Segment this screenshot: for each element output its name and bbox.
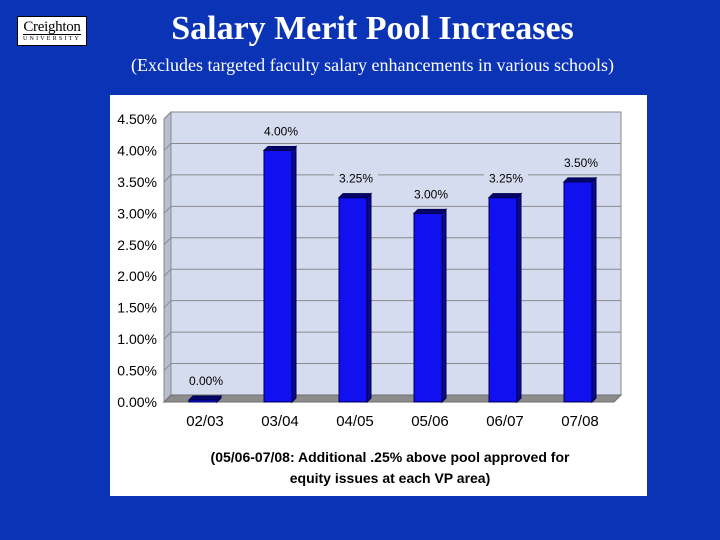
bar [263, 149, 293, 403]
data-label: 0.00% [189, 374, 223, 388]
data-label-bg [484, 170, 528, 187]
data-label: 3.00% [414, 187, 448, 201]
y-tick-label: 2.00% [117, 268, 157, 284]
bar-top [562, 177, 598, 183]
x-tick-label: 04/05 [336, 413, 374, 430]
x-tick-label: 07/08 [561, 413, 599, 430]
y-tick-label: 0.50% [117, 363, 157, 379]
gridline-side [163, 237, 172, 246]
gridline-side [163, 205, 172, 214]
y-tick-label: 1.50% [117, 300, 157, 316]
y-tick-label: 4.00% [117, 142, 157, 158]
data-label-bg [184, 373, 228, 389]
data-label-bg [559, 154, 603, 171]
chart-note-line: equity issues at each VP area) [290, 470, 491, 486]
bar-side [291, 145, 297, 404]
slide-title: Salary Merit Pool Increases [171, 10, 574, 47]
bar-side [441, 208, 447, 404]
y-tick-label: 3.50% [117, 174, 157, 190]
bar-top [487, 193, 523, 199]
data-label: 3.25% [339, 172, 373, 186]
bar-side [366, 192, 372, 404]
y-tick-label: 3.00% [117, 205, 157, 221]
bar-top [187, 395, 223, 401]
bar-top [337, 193, 373, 199]
y-tick-label: 1.00% [117, 331, 157, 347]
logo-word: Creighton [23, 18, 81, 35]
plot-side-wall [163, 110, 172, 404]
x-tick-label: 05/06 [411, 413, 449, 430]
data-label: 4.00% [264, 124, 298, 138]
gridline-side [163, 268, 172, 277]
data-label-bg [334, 170, 378, 187]
data-label-bg [409, 186, 453, 203]
x-tick-label: 03/04 [261, 413, 299, 430]
data-label: 3.25% [489, 172, 523, 186]
creighton-logo: Creighton UNIVERSITY [17, 16, 87, 46]
bar [338, 197, 368, 403]
chart-note-line: (05/06-07/08: Additional .25% above pool… [211, 449, 570, 465]
gridline-side [163, 143, 172, 151]
bar [413, 212, 443, 403]
bar-top [412, 208, 448, 214]
plot-area [170, 111, 622, 396]
gridline-side [163, 174, 172, 183]
bar-side [216, 394, 222, 404]
y-tick-label: 4.50% [117, 111, 157, 127]
bar-side [516, 192, 522, 404]
slide-subtitle: (Excludes targeted faculty salary enhanc… [130, 55, 614, 75]
x-tick-label: 06/07 [486, 413, 524, 430]
plot-floor [162, 394, 623, 403]
bar [563, 181, 593, 403]
gridline-side [163, 331, 172, 340]
logo-subtext: UNIVERSITY [23, 33, 81, 42]
bar-side [591, 176, 597, 404]
y-tick-label: 0.00% [117, 394, 157, 410]
gridline-side [163, 363, 172, 371]
bar [488, 197, 518, 403]
data-label: 3.50% [564, 156, 598, 170]
bar-top [262, 145, 298, 151]
gridline-side [163, 300, 172, 309]
gridline-side [163, 111, 172, 120]
x-tick-label: 02/03 [186, 413, 224, 430]
data-label-bg [259, 123, 303, 140]
y-tick-label: 2.50% [117, 237, 157, 253]
